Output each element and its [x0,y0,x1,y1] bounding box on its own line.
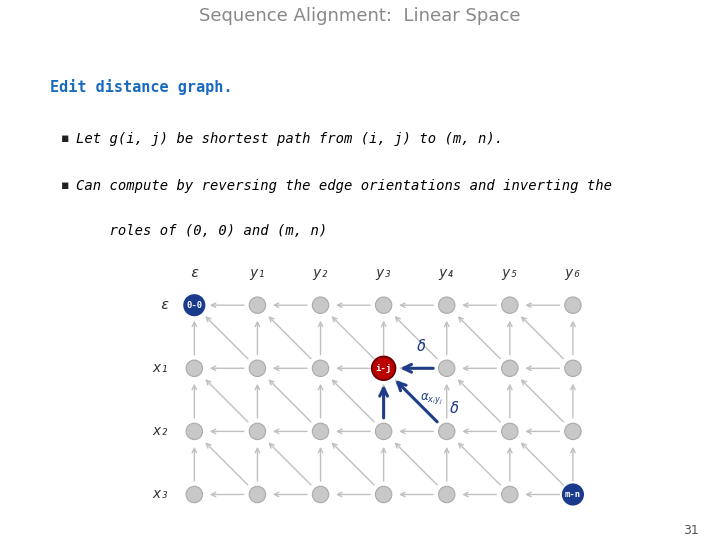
Text: δ: δ [450,401,459,416]
Circle shape [564,423,581,440]
Text: x₁: x₁ [153,361,169,375]
Circle shape [438,360,455,376]
Circle shape [375,423,392,440]
Circle shape [561,483,585,507]
Circle shape [438,487,455,503]
Circle shape [502,360,518,376]
Text: y₆: y₆ [564,266,581,280]
Text: Sequence Alignment:  Linear Space: Sequence Alignment: Linear Space [199,8,521,25]
Circle shape [438,423,455,440]
Text: i-j: i-j [376,364,392,373]
Text: ▪: ▪ [61,132,70,145]
Text: x₃: x₃ [153,488,169,502]
Text: Edit distance graph.: Edit distance graph. [50,79,233,96]
Text: x₂: x₂ [153,424,169,438]
Circle shape [186,487,202,503]
Text: y₄: y₄ [438,266,455,280]
Circle shape [186,297,202,313]
Text: ▪: ▪ [61,179,70,192]
Text: y₃: y₃ [375,266,392,280]
Text: y₅: y₅ [501,266,518,280]
Circle shape [564,297,581,313]
Circle shape [249,360,266,376]
Text: Let g(i, j) be shortest path from (i, j) to (m, n).: Let g(i, j) be shortest path from (i, j)… [76,132,503,146]
Circle shape [312,360,329,376]
Text: 31: 31 [683,524,698,537]
Text: $\alpha_{x_iy_j}$: $\alpha_{x_iy_j}$ [420,392,443,407]
Circle shape [564,360,581,376]
Circle shape [375,360,392,376]
Text: y₂: y₂ [312,266,329,280]
Circle shape [438,297,455,313]
Circle shape [502,423,518,440]
Circle shape [312,487,329,503]
Circle shape [182,293,206,317]
Text: ε: ε [190,266,199,280]
Circle shape [249,423,266,440]
Circle shape [249,297,266,313]
Circle shape [312,297,329,313]
Text: ε: ε [161,298,169,312]
Circle shape [186,423,202,440]
Circle shape [249,487,266,503]
Circle shape [312,423,329,440]
Circle shape [375,297,392,313]
Circle shape [186,360,202,376]
Circle shape [502,297,518,313]
Text: 0-0: 0-0 [186,301,202,310]
Circle shape [372,356,395,380]
Circle shape [502,487,518,503]
Text: y₁: y₁ [249,266,266,280]
Text: roles of (0, 0) and (m, n): roles of (0, 0) and (m, n) [76,224,327,238]
Circle shape [375,487,392,503]
Text: m-n: m-n [565,490,581,499]
Circle shape [564,487,581,503]
Text: Can compute by reversing the edge orientations and inverting the: Can compute by reversing the edge orient… [76,179,611,193]
Text: δ: δ [417,340,426,354]
